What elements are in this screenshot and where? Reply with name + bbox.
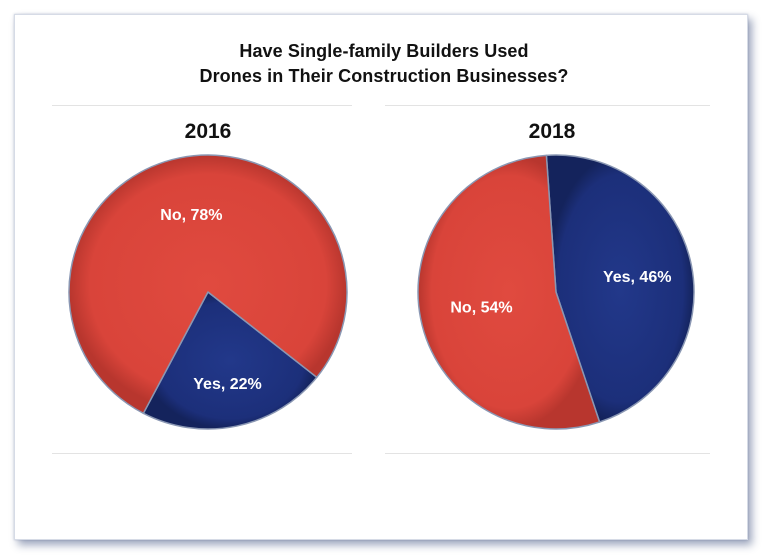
pie-label-2018-yes: Yes, 46%: [603, 269, 672, 286]
pie-charts: Yes, 22% No, 78% Yes, 46% No, 54%: [0, 0, 768, 557]
pie-2018: Yes, 46% No, 54%: [418, 155, 694, 429]
pie-label-2016-yes: Yes, 22%: [193, 376, 262, 393]
pie-label-2016-no: No, 78%: [160, 207, 222, 224]
pie-2016: Yes, 22% No, 78%: [69, 155, 347, 429]
pie-label-2018-no: No, 54%: [450, 300, 512, 317]
